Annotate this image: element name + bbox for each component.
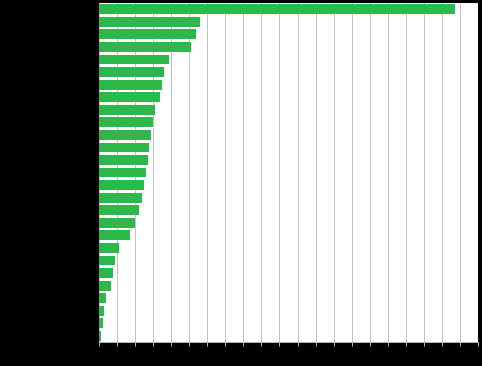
Bar [99,231,130,240]
Bar [99,193,142,203]
Bar [99,155,147,165]
Bar [99,268,113,278]
Bar [99,29,196,39]
Bar [99,105,155,115]
Bar [99,331,101,341]
Bar [99,243,119,253]
Bar [99,17,200,27]
Bar [99,318,103,328]
Bar [99,42,191,52]
Bar [99,180,144,190]
Bar [99,255,115,265]
Bar [99,205,138,215]
Bar [99,218,135,228]
Bar [99,142,149,152]
Bar [99,67,164,77]
Bar [99,293,106,303]
Bar [99,55,169,64]
Bar [99,281,111,291]
Bar [99,92,160,102]
Bar [99,168,146,178]
Bar [99,117,153,127]
Bar [99,306,104,316]
Bar [99,130,151,140]
Bar [99,80,162,90]
Bar [99,4,455,14]
